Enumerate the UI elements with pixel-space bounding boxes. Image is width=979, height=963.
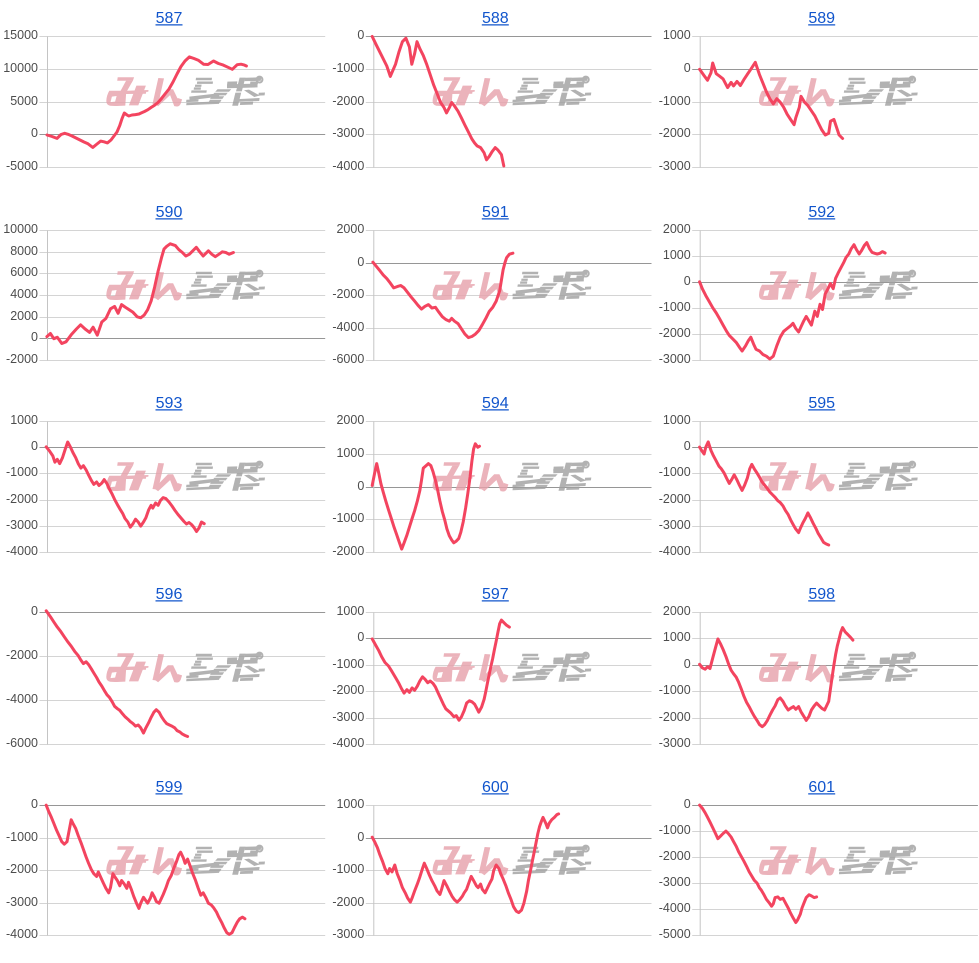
svg-text:587: 587 <box>156 10 183 27</box>
svg-text:-3000: -3000 <box>332 927 364 941</box>
svg-text:-2000: -2000 <box>6 352 38 366</box>
svg-text:1000: 1000 <box>336 446 364 460</box>
svg-text:-4000: -4000 <box>6 692 38 706</box>
svg-text:-6000: -6000 <box>332 352 364 366</box>
svg-text:0: 0 <box>684 61 691 75</box>
svg-text:-4000: -4000 <box>6 927 38 941</box>
svg-text:-1000: -1000 <box>332 511 364 525</box>
svg-text:0: 0 <box>31 604 38 618</box>
svg-text:0: 0 <box>684 657 691 671</box>
svg-text:592: 592 <box>808 204 835 221</box>
svg-text:599: 599 <box>156 779 183 796</box>
svg-text:-1000: -1000 <box>659 94 691 108</box>
svg-text:2000: 2000 <box>336 222 364 236</box>
svg-text:-2000: -2000 <box>659 492 691 506</box>
svg-text:-4000: -4000 <box>659 544 691 558</box>
svg-text:-3000: -3000 <box>659 736 691 750</box>
svg-text:-2000: -2000 <box>659 126 691 140</box>
svg-text:601: 601 <box>808 779 835 796</box>
svg-text:598: 598 <box>808 586 835 603</box>
svg-text:0: 0 <box>357 255 364 269</box>
svg-text:0: 0 <box>684 797 691 811</box>
svg-text:-1000: -1000 <box>659 300 691 314</box>
svg-text:-1000: -1000 <box>6 465 38 479</box>
svg-text:-3000: -3000 <box>659 159 691 173</box>
svg-text:591: 591 <box>482 204 509 221</box>
svg-text:-1000: -1000 <box>332 657 364 671</box>
svg-text:1000: 1000 <box>663 413 691 427</box>
svg-text:-1000: -1000 <box>332 61 364 75</box>
svg-text:-5000: -5000 <box>659 927 691 941</box>
svg-text:596: 596 <box>156 586 183 603</box>
svg-text:-4000: -4000 <box>332 159 364 173</box>
svg-text:-2000: -2000 <box>332 895 364 909</box>
svg-text:594: 594 <box>482 395 509 412</box>
svg-text:-2000: -2000 <box>6 862 38 876</box>
svg-text:593: 593 <box>156 395 183 412</box>
svg-text:5000: 5000 <box>10 94 38 108</box>
svg-text:-5000: -5000 <box>6 159 38 173</box>
svg-text:0: 0 <box>357 830 364 844</box>
svg-text:600: 600 <box>482 779 509 796</box>
svg-text:1000: 1000 <box>663 28 691 42</box>
svg-text:4000: 4000 <box>10 287 38 301</box>
svg-text:-2000: -2000 <box>659 326 691 340</box>
svg-text:590: 590 <box>156 204 183 221</box>
svg-text:-3000: -3000 <box>6 518 38 532</box>
svg-text:15000: 15000 <box>3 28 38 42</box>
svg-text:0: 0 <box>31 126 38 140</box>
svg-text:1000: 1000 <box>663 248 691 262</box>
svg-text:6000: 6000 <box>10 265 38 279</box>
svg-text:595: 595 <box>808 395 835 412</box>
svg-text:-1000: -1000 <box>659 823 691 837</box>
svg-text:2000: 2000 <box>663 222 691 236</box>
svg-text:-3000: -3000 <box>332 710 364 724</box>
svg-text:597: 597 <box>482 586 509 603</box>
svg-text:10000: 10000 <box>3 222 38 236</box>
svg-text:589: 589 <box>808 10 835 27</box>
svg-text:-4000: -4000 <box>6 544 38 558</box>
svg-text:-2000: -2000 <box>6 648 38 662</box>
svg-text:10000: 10000 <box>3 61 38 75</box>
svg-text:-4000: -4000 <box>332 736 364 750</box>
svg-text:-4000: -4000 <box>659 901 691 915</box>
svg-text:0: 0 <box>684 439 691 453</box>
svg-text:1000: 1000 <box>336 797 364 811</box>
svg-text:-2000: -2000 <box>332 683 364 697</box>
svg-text:2000: 2000 <box>336 413 364 427</box>
svg-text:-3000: -3000 <box>659 518 691 532</box>
svg-text:8000: 8000 <box>10 244 38 258</box>
svg-text:-3000: -3000 <box>659 875 691 889</box>
svg-text:2000: 2000 <box>10 309 38 323</box>
svg-text:-6000: -6000 <box>6 736 38 750</box>
svg-text:2000: 2000 <box>663 604 691 618</box>
svg-text:-2000: -2000 <box>332 287 364 301</box>
svg-text:0: 0 <box>357 28 364 42</box>
svg-text:1000: 1000 <box>336 604 364 618</box>
svg-text:-1000: -1000 <box>332 862 364 876</box>
svg-text:0: 0 <box>357 479 364 493</box>
svg-text:0: 0 <box>357 630 364 644</box>
svg-text:-2000: -2000 <box>659 849 691 863</box>
svg-text:1000: 1000 <box>10 413 38 427</box>
svg-text:-3000: -3000 <box>6 895 38 909</box>
svg-text:-1000: -1000 <box>659 465 691 479</box>
svg-text:-1000: -1000 <box>6 830 38 844</box>
svg-text:-2000: -2000 <box>6 492 38 506</box>
svg-text:-1000: -1000 <box>659 683 691 697</box>
svg-text:-3000: -3000 <box>659 352 691 366</box>
svg-text:-3000: -3000 <box>332 126 364 140</box>
svg-text:1000: 1000 <box>663 630 691 644</box>
svg-text:588: 588 <box>482 10 509 27</box>
svg-text:0: 0 <box>684 274 691 288</box>
svg-text:0: 0 <box>31 439 38 453</box>
svg-text:-2000: -2000 <box>332 94 364 108</box>
svg-text:-2000: -2000 <box>659 710 691 724</box>
svg-text:0: 0 <box>31 797 38 811</box>
svg-text:-2000: -2000 <box>332 544 364 558</box>
svg-text:0: 0 <box>31 330 38 344</box>
svg-text:-4000: -4000 <box>332 320 364 334</box>
